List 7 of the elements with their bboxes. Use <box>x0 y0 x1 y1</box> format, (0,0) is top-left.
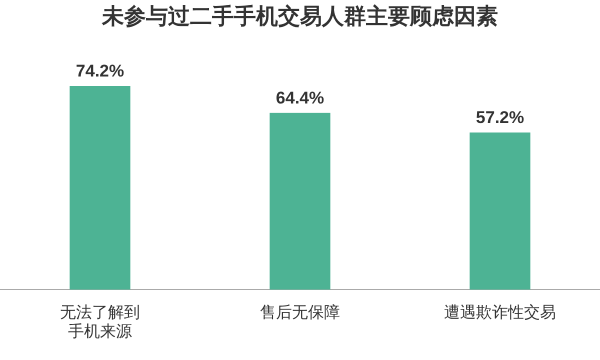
x-tick-label: 遭遇欺诈性交易 <box>444 302 556 322</box>
data-label: 74.2% <box>76 61 124 80</box>
data-label: 64.4% <box>276 88 324 108</box>
x-tick-label: 无法了解到手机来源 <box>60 302 140 341</box>
chart-title: 未参与过二手手机交易人群主要顾虑因素 <box>101 3 498 28</box>
x-tick-label: 售后无保障 <box>260 302 340 322</box>
data-label: 57.2% <box>476 108 524 128</box>
